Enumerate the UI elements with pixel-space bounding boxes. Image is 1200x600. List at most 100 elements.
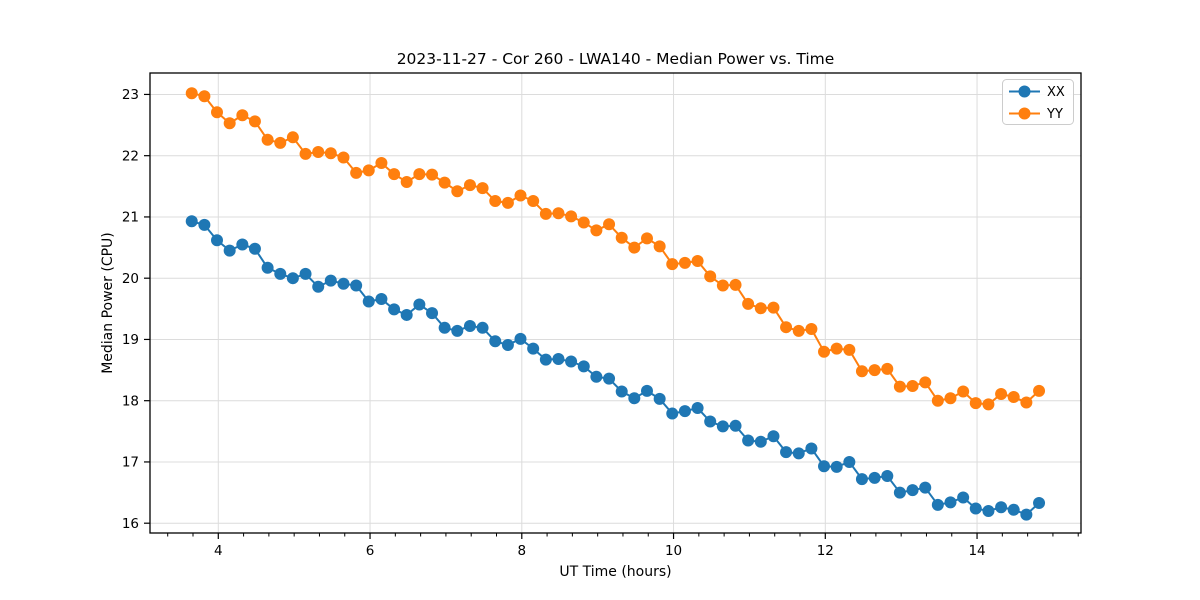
data-point-yy [1007,391,1020,404]
y-tick-label: 19 [122,332,139,348]
data-point-yy [995,387,1008,400]
data-point-xx [590,370,603,383]
data-point-yy [590,224,603,237]
data-point-xx [767,430,780,443]
data-point-xx [274,267,287,280]
data-point-xx [969,502,982,515]
data-point-xx [881,470,894,483]
data-point-xx [539,353,552,366]
data-point-yy [969,397,982,410]
series-line-xx [190,220,1041,516]
data-point-xx [426,307,439,320]
data-point-xx [476,321,489,334]
data-point-xx [337,277,350,290]
data-point-xx [995,501,1008,514]
data-point-yy [362,164,375,177]
data-point-yy [552,207,565,220]
data-point-xx [261,261,274,274]
data-point-xx [451,324,464,337]
data-point-yy [818,345,831,358]
data-point-yy [565,210,578,223]
data-point-yy [843,343,856,356]
legend-label-xx: XX [1047,85,1065,100]
data-point-yy [413,168,426,181]
data-point-xx [957,491,970,504]
data-point-xx [236,238,249,251]
data-point-yy [653,240,666,253]
data-point-yy [603,218,616,231]
x-tick-label: 14 [968,543,985,559]
data-point-yy [185,87,198,100]
data-point-yy [830,342,843,355]
data-point-xx [248,242,261,255]
data-point-yy [881,362,894,375]
plot-border [149,72,1082,534]
data-point-yy [628,241,641,254]
data-point-yy [375,157,388,170]
data-point-yy [539,207,552,220]
gridlines-layer [150,73,1081,533]
data-point-xx [931,498,944,511]
x-axis-label: UT Time (hours) [559,564,671,580]
data-point-xx [577,360,590,373]
data-point-xx [780,446,793,459]
data-point-xx [653,392,666,405]
data-point-yy [729,278,742,291]
data-point-yy [223,117,236,130]
data-point-xx [312,280,325,293]
data-point-yy [577,216,590,229]
data-point-xx [603,372,616,385]
data-point-xx [400,308,413,321]
chart-title: 2023-11-27 - Cor 260 - LWA140 - Median P… [397,50,835,68]
y-tick-label: 22 [122,148,139,164]
data-point-xx [805,442,818,455]
data-point-yy [514,189,527,202]
data-point-yy [1020,396,1033,409]
data-point-xx [982,504,995,517]
y-tick-label: 23 [122,87,139,103]
y-tick-label: 17 [122,455,139,471]
data-point-yy [716,279,729,292]
data-point-xx [843,455,856,468]
data-point-yy [198,90,211,103]
data-point-xx [1020,508,1033,521]
data-point-xx [438,321,451,334]
data-point-xx [678,405,691,418]
data-point-xx [388,303,401,316]
data-point-yy [754,302,767,315]
data-point-xx [716,420,729,433]
data-point-yy [236,109,249,122]
data-point-xx [185,215,198,228]
data-point-yy [982,398,995,411]
data-point-xx [628,392,641,405]
data-point-yy [1033,384,1046,397]
x-tick-label: 12 [817,543,834,559]
data-point-yy [893,380,906,393]
data-point-yy [780,321,793,334]
data-point-xx [565,355,578,368]
y-tick-label: 18 [122,393,139,409]
legend: XX YY [1002,79,1074,125]
data-point-xx [324,274,337,287]
data-point-yy [463,179,476,192]
data-point-xx [615,385,628,398]
data-point-yy [274,136,287,149]
data-point-yy [944,392,957,405]
x-tick-label: 4 [214,543,223,559]
data-point-xx [198,218,211,231]
data-point-yy [451,185,464,198]
data-point-xx [919,481,932,494]
data-point-yy [767,301,780,314]
x-tick-label: 8 [517,543,526,559]
data-point-yy [855,365,868,378]
data-point-xx [552,353,565,366]
data-point-xx [527,342,540,355]
data-point-yy [324,147,337,160]
data-point-xx [729,419,742,432]
data-point-xx [362,295,375,308]
data-point-yy [350,166,363,179]
data-point-xx [906,484,919,497]
series-line-yy [190,92,1041,406]
data-point-xx [223,244,236,257]
